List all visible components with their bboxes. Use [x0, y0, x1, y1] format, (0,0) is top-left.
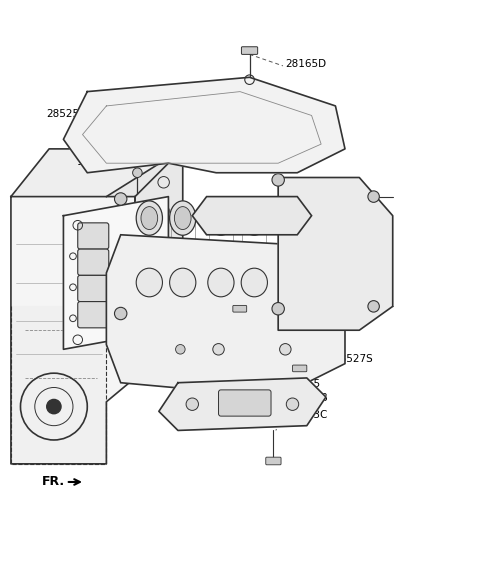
- FancyBboxPatch shape: [241, 47, 258, 54]
- Circle shape: [176, 345, 185, 354]
- Text: 1140FD: 1140FD: [288, 299, 328, 309]
- Text: 28165D: 28165D: [285, 59, 326, 69]
- Text: 1022CA: 1022CA: [77, 157, 118, 167]
- Polygon shape: [11, 149, 183, 197]
- Polygon shape: [63, 77, 345, 173]
- Circle shape: [368, 301, 379, 312]
- Polygon shape: [107, 235, 345, 397]
- Circle shape: [272, 302, 284, 315]
- Ellipse shape: [241, 268, 267, 297]
- Ellipse shape: [169, 268, 196, 297]
- Ellipse shape: [169, 201, 196, 235]
- Polygon shape: [159, 378, 326, 431]
- Ellipse shape: [136, 268, 162, 297]
- Ellipse shape: [141, 207, 157, 229]
- FancyBboxPatch shape: [78, 275, 109, 302]
- Polygon shape: [278, 177, 393, 330]
- Ellipse shape: [174, 207, 191, 229]
- Ellipse shape: [136, 201, 162, 235]
- Text: 1338BB: 1338BB: [288, 393, 328, 403]
- FancyBboxPatch shape: [78, 302, 109, 328]
- Circle shape: [115, 307, 127, 320]
- Ellipse shape: [208, 268, 234, 297]
- Polygon shape: [192, 197, 312, 235]
- Ellipse shape: [246, 207, 263, 229]
- FancyBboxPatch shape: [78, 223, 109, 249]
- Circle shape: [186, 398, 199, 410]
- Circle shape: [272, 173, 284, 186]
- FancyBboxPatch shape: [78, 249, 109, 275]
- Text: 28527S: 28527S: [333, 354, 373, 364]
- Polygon shape: [107, 149, 183, 378]
- Text: 49548B: 49548B: [291, 317, 331, 327]
- FancyBboxPatch shape: [266, 457, 281, 465]
- Circle shape: [47, 399, 61, 414]
- Text: 28525A: 28525A: [47, 109, 87, 119]
- Text: 11403C: 11403C: [288, 410, 328, 420]
- Ellipse shape: [213, 207, 229, 229]
- Text: 28521A: 28521A: [90, 231, 130, 241]
- Circle shape: [213, 344, 224, 355]
- Circle shape: [286, 398, 299, 410]
- Ellipse shape: [241, 201, 267, 235]
- Circle shape: [280, 344, 291, 355]
- FancyBboxPatch shape: [233, 306, 247, 312]
- Ellipse shape: [208, 201, 234, 235]
- Text: 11403C: 11403C: [291, 336, 331, 346]
- Circle shape: [115, 193, 127, 205]
- Text: 28265: 28265: [288, 379, 321, 389]
- Text: 28510C: 28510C: [278, 180, 319, 190]
- Polygon shape: [63, 197, 168, 349]
- Polygon shape: [11, 197, 135, 464]
- Circle shape: [368, 191, 379, 202]
- Text: FR.: FR.: [42, 476, 65, 489]
- Circle shape: [132, 168, 142, 177]
- Text: 1338BB: 1338BB: [99, 332, 140, 342]
- FancyBboxPatch shape: [218, 390, 271, 416]
- Polygon shape: [11, 306, 107, 464]
- FancyBboxPatch shape: [292, 365, 307, 372]
